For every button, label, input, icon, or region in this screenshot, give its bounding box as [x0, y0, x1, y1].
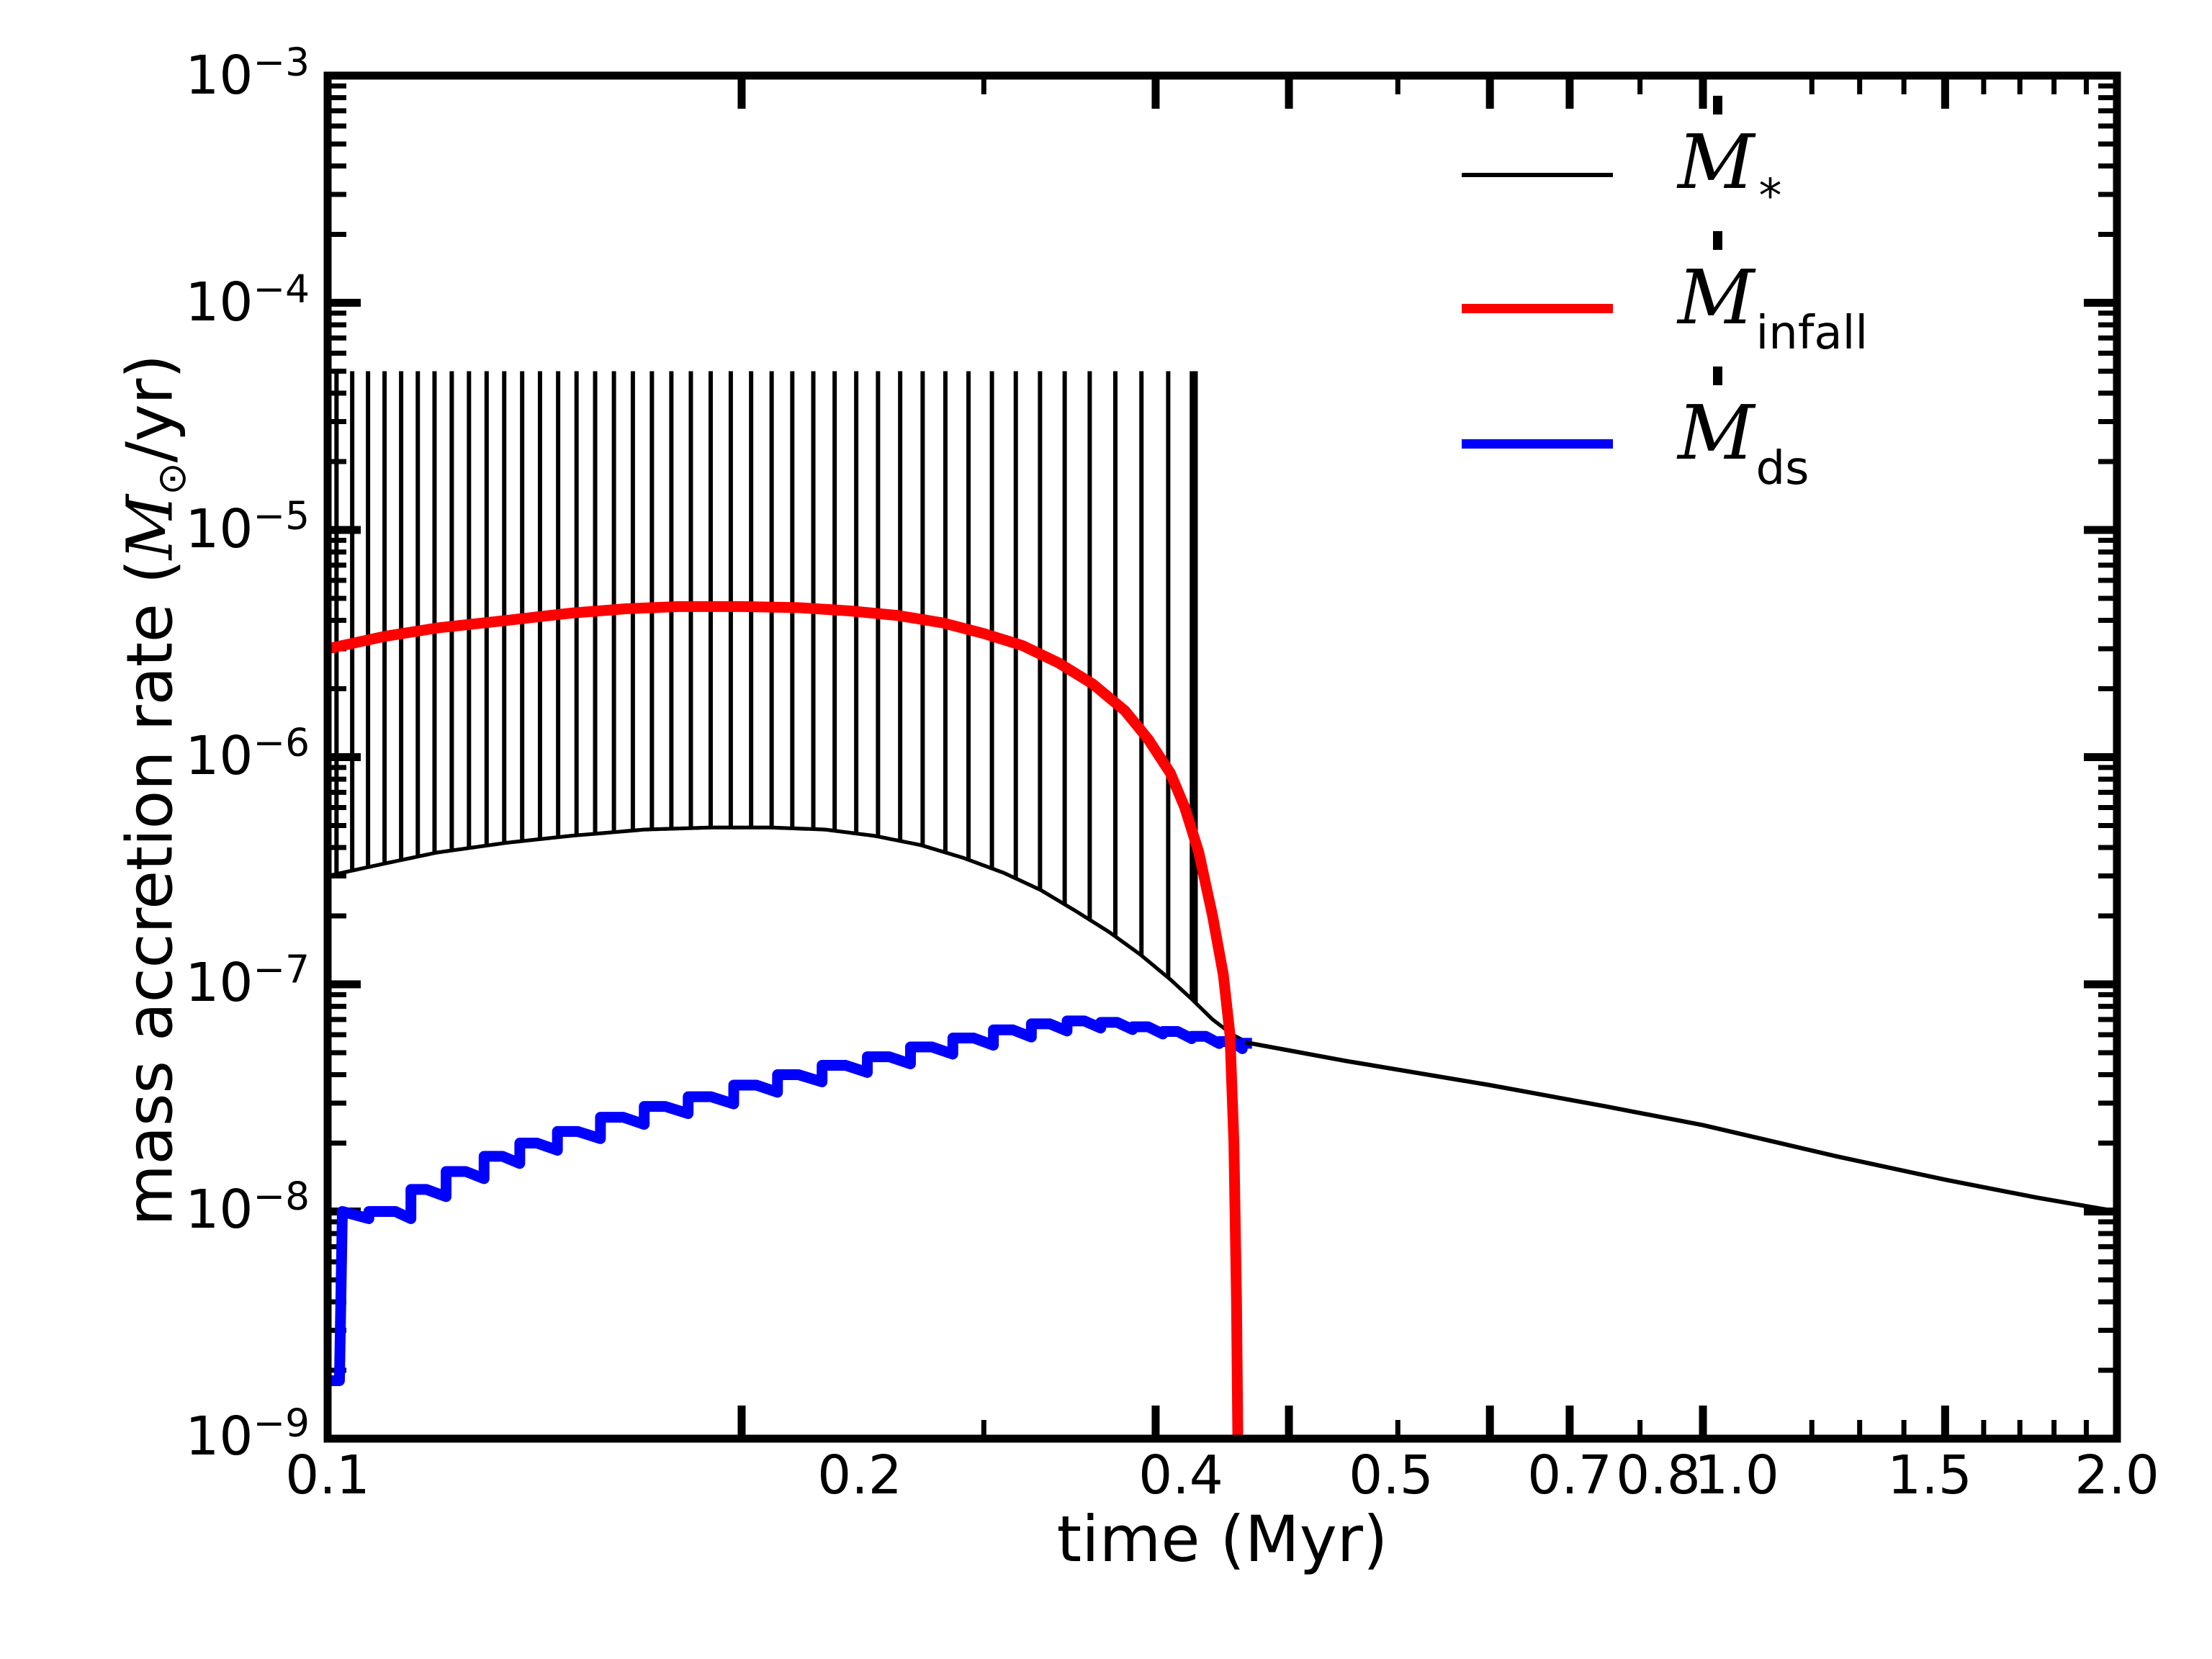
data-series — [326, 371, 2118, 1439]
axis-frame — [323, 71, 2121, 1443]
y-tick-exponent: −3 — [253, 40, 310, 85]
legend-base-symbol: M — [1678, 253, 1755, 341]
legend-label-mdot-infall: Minfall — [1678, 230, 1868, 356]
legend-swatch-mdot-star — [1462, 173, 1613, 177]
mdot-dot-icon — [1712, 230, 1722, 250]
legend-sub-symbol: * — [1758, 170, 1782, 223]
y-tick-exponent: −8 — [253, 1174, 310, 1219]
y-tick-label: 10−6 — [185, 720, 310, 787]
x-tick-label: 0.1 — [285, 1444, 370, 1506]
mdot-star-postburst-curve — [1245, 1040, 2118, 1214]
mdot-dot-icon — [1712, 95, 1722, 114]
legend-base-symbol: M — [1678, 389, 1755, 477]
mdot-star-quiescent-curve — [327, 825, 1247, 1043]
legend-label-mdot-star: M* — [1678, 95, 1782, 220]
x-tick-label: 2.0 — [2074, 1444, 2159, 1506]
y-tick-exponent: −6 — [253, 720, 310, 765]
y-tick-label: 10−5 — [185, 493, 310, 560]
y-tick-exponent: −4 — [253, 266, 310, 312]
y-tick-label: 10−8 — [185, 1174, 310, 1241]
y-tick-label: 10−3 — [185, 40, 310, 107]
legend-base-symbol: M — [1678, 118, 1755, 206]
y-tick-label: 10−4 — [185, 266, 310, 333]
legend: M* Minfall Mds — [1447, 95, 2088, 514]
mdot-infall-curve — [326, 601, 1244, 1439]
x-tick-label: 0.4 — [1138, 1444, 1223, 1506]
x-tick-label: 0.2 — [817, 1444, 902, 1506]
x-tick-label: 1.0 — [1694, 1444, 1779, 1506]
x-tick-label: 1.5 — [1887, 1444, 1972, 1506]
legend-sub-symbol: ds — [1755, 442, 1809, 495]
y-tick-exponent: −5 — [253, 493, 310, 539]
x-tick-label: 0.7 — [1527, 1444, 1612, 1506]
y-tick-label: 10−7 — [185, 947, 310, 1014]
legend-sub-symbol: infall — [1755, 307, 1869, 360]
mdot-ds-curve — [328, 1015, 1252, 1386]
x-axis-label: time (Myr) — [1056, 1502, 1388, 1576]
mdot-dot-icon — [1712, 366, 1722, 385]
legend-swatch-mdot-infall — [1462, 304, 1613, 313]
legend-swatch-mdot-ds — [1462, 439, 1613, 449]
x-tick-label: 0.5 — [1349, 1444, 1434, 1506]
x-tick-label: 0.8 — [1616, 1444, 1701, 1506]
legend-label-mdot-ds: Mds — [1678, 366, 1809, 492]
legend-entry-mdot-star[interactable]: M* — [1447, 95, 2088, 243]
y-tick-exponent: −7 — [253, 947, 310, 992]
legend-entry-mdot-ds[interactable]: Mds — [1447, 366, 2088, 514]
legend-entry-mdot-infall[interactable]: Minfall — [1447, 230, 2088, 379]
y-tick-label: 10−9 — [185, 1401, 310, 1467]
y-tick-exponent: −9 — [253, 1401, 310, 1446]
